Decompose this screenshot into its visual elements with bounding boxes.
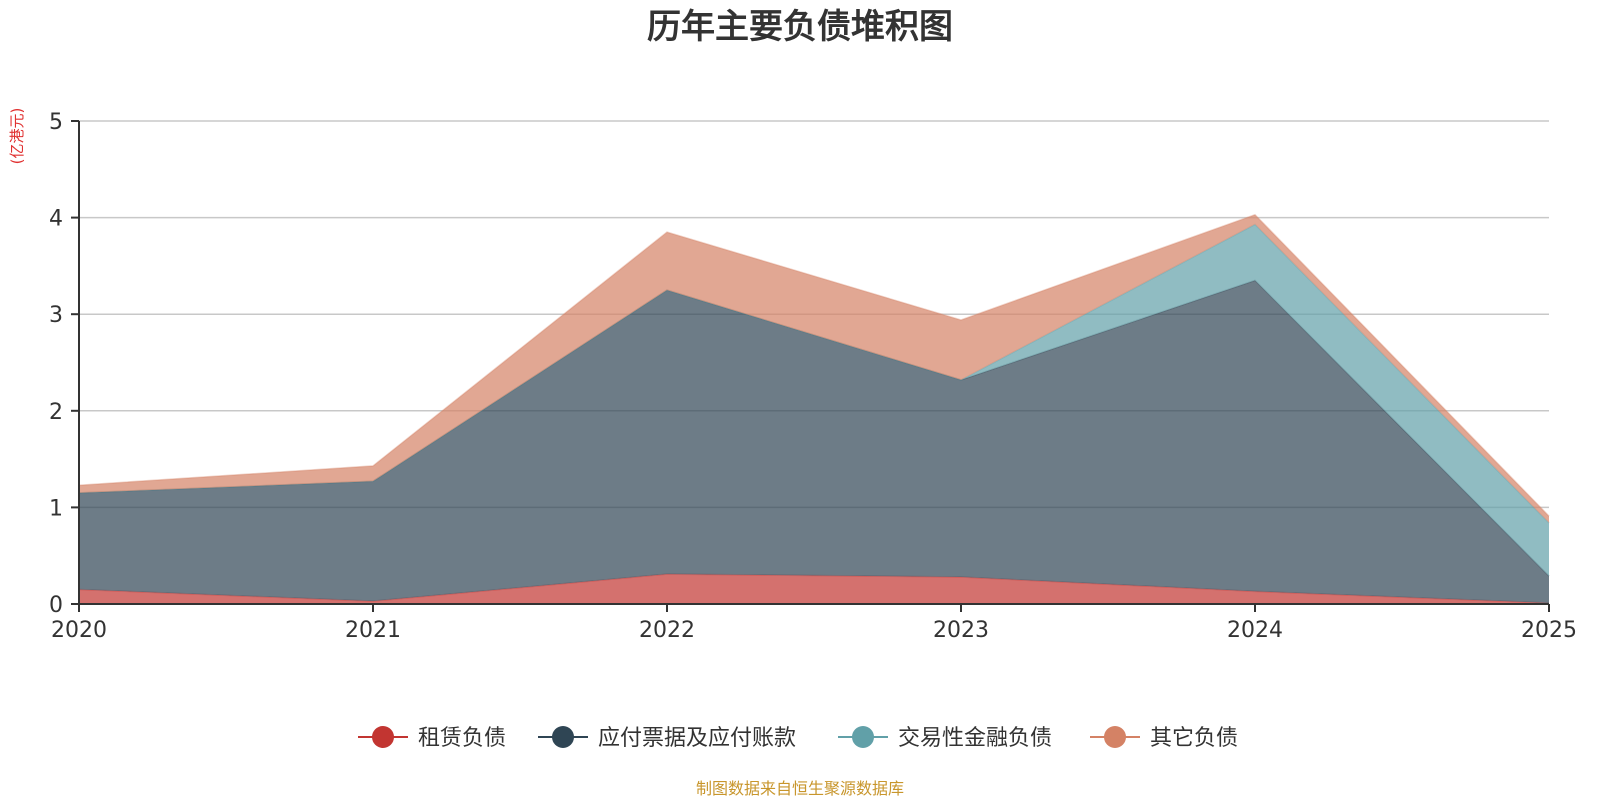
legend-item-3: 其它负债 [1090, 726, 1238, 751]
legend-label-0: 租赁负债 [418, 726, 506, 751]
x-tick-label-2022: 2022 [639, 618, 695, 643]
legend-marker-1 [552, 726, 574, 748]
x-tick-label-2025: 2025 [1521, 618, 1577, 643]
chart-title: 历年主要负债堆积图 [647, 7, 953, 47]
area-series [78, 213, 1550, 604]
legend-item-0: 租赁负债 [358, 726, 506, 751]
x-tick-label-2023: 2023 [933, 618, 989, 643]
y-tick-label-4: 4 [49, 207, 63, 232]
x-tick-label-2021: 2021 [345, 618, 401, 643]
area-series-1 [79, 280, 1549, 603]
legend-label-3: 其它负债 [1150, 726, 1238, 751]
legend-label-2: 交易性金融负债 [898, 726, 1052, 751]
y-tick-label-5: 5 [49, 110, 63, 135]
data-source-note: 制图数据来自恒生聚源数据库 [696, 779, 904, 798]
y-tick-label-0: 0 [49, 593, 63, 618]
y-axis-unit-label: (亿港元) [8, 108, 26, 165]
legend-item-1: 应付票据及应付账款 [538, 726, 796, 751]
area-series-3 [79, 214, 1549, 523]
x-tick-label-2024: 2024 [1227, 618, 1283, 643]
y-tick-label-1: 1 [49, 496, 63, 521]
legend-item-2: 交易性金融负债 [838, 726, 1052, 751]
legend-label-1: 应付票据及应付账款 [598, 726, 796, 751]
y-tick-label-2: 2 [49, 400, 63, 425]
legend: 租赁负债 应付票据及应付账款 交易性金融负债 其它负债 [358, 726, 1238, 751]
legend-marker-2 [852, 726, 874, 748]
axes: 0 1 2 3 4 5 2020 2021 2022 2023 2024 2025 [49, 110, 1577, 643]
legend-marker-3 [1104, 726, 1126, 748]
area-series-0 [79, 574, 1549, 604]
x-tick-label-2020: 2020 [51, 618, 107, 643]
legend-marker-0 [372, 726, 394, 748]
y-tick-label-3: 3 [49, 303, 63, 328]
series-line-3 [78, 213, 1550, 517]
